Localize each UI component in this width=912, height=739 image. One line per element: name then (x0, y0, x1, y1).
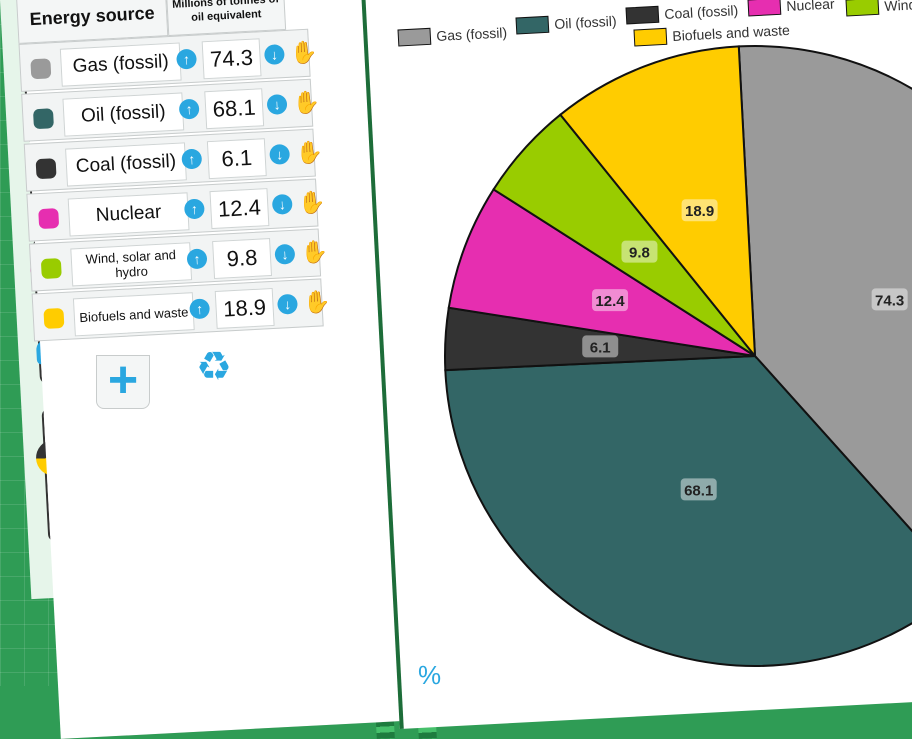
legend-entry: Coal (fossil) (625, 2, 739, 25)
data-label: 9.8 (621, 240, 658, 263)
legend-label: Gas (fossil) (436, 24, 508, 44)
data-label-text: 12.4 (595, 293, 625, 310)
data-label-text: 68.1 (684, 482, 713, 499)
data-label-text: 6.1 (590, 339, 611, 356)
data-label-bg (681, 199, 718, 222)
legend-swatch (747, 0, 782, 17)
data-label-text: 74.3 (875, 292, 904, 309)
legend-label: Wind, solar and hydro (884, 0, 912, 14)
legend-swatch (633, 27, 668, 47)
data-label-text: 9.8 (629, 245, 650, 262)
add-row-button[interactable]: + (96, 354, 150, 409)
slice-gas[interactable] (737, 45, 912, 587)
legend-swatch (397, 27, 432, 47)
legend-entry: Wind, solar and hydro (845, 0, 912, 17)
legend-swatch (625, 5, 660, 25)
recycle-icon[interactable]: ♻ (196, 345, 232, 389)
data-label-bg (582, 335, 619, 358)
data-label: 18.9 (681, 199, 718, 222)
legend-entry: Biofuels and waste (633, 22, 790, 47)
data-label: 74.3 (871, 288, 908, 311)
data-label-bg (621, 240, 658, 263)
legend-label: Coal (fossil) (664, 2, 739, 22)
data-label-bg (592, 289, 629, 312)
legend-swatch (845, 0, 880, 17)
slice-oil[interactable] (444, 354, 912, 667)
legend-entry: Oil (fossil) (515, 13, 617, 35)
data-label-bg (680, 478, 717, 501)
legend-swatch (515, 15, 550, 35)
legend-label: Nuclear (786, 0, 835, 14)
data-label-text: 18.9 (685, 203, 714, 220)
data-label-bg (871, 288, 908, 311)
legend-label: Oil (fossil) (554, 13, 617, 32)
percent-icon[interactable]: % (418, 660, 442, 690)
data-label: 6.1 (582, 335, 619, 358)
legend-entry: Nuclear (747, 0, 835, 17)
legend-label: Biofuels and waste (672, 22, 790, 44)
legend-entry: Gas (fossil) (397, 24, 508, 47)
data-label: 12.4 (592, 289, 629, 312)
slice-nuclear[interactable] (447, 188, 756, 357)
pie-chart: 74.3 68.1 6.1 12.4 9.8 18.9 Gas (fossil) Oil (f… (397, 0, 912, 667)
data-label: 68.1 (680, 478, 717, 501)
slice-biofuels[interactable] (558, 45, 757, 360)
